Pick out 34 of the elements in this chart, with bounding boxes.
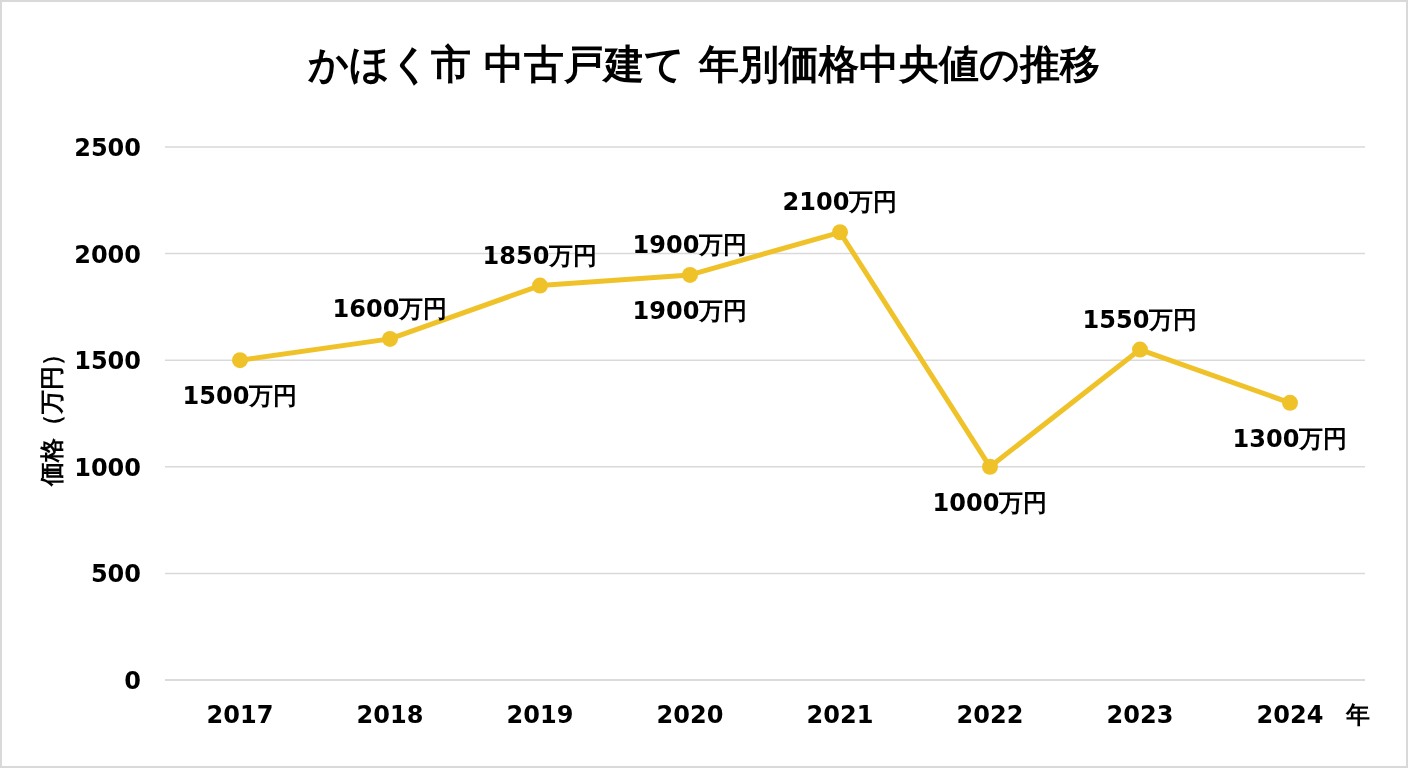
x-tick-label: 2017 <box>206 701 274 729</box>
x-axis-title: 年 <box>1345 701 1370 729</box>
point <box>532 277 548 294</box>
data-label: 1500万円 <box>182 382 298 411</box>
x-tick-label: 2024 <box>1256 701 1324 729</box>
x-tick-label: 2020 <box>656 701 724 729</box>
y-tick-label: 2500 <box>74 134 141 162</box>
point <box>232 352 248 369</box>
point <box>1282 394 1298 411</box>
x-tick-label: 2023 <box>1106 701 1174 729</box>
data-label: 2100万円 <box>782 188 898 217</box>
x-tick-label: 2019 <box>506 701 574 729</box>
annotation: 1900万円 <box>632 296 748 325</box>
chart-title: かほく市 中古戸建て 年別価格中央値の推移 <box>306 41 1101 87</box>
point <box>382 330 398 347</box>
x-tick-label: 2021 <box>806 701 874 729</box>
y-tick-label: 1500 <box>74 347 141 376</box>
x-tick-label: 2022 <box>956 701 1024 729</box>
data-label: 1900万円 <box>632 230 748 259</box>
data-label: 1600万円 <box>332 294 448 323</box>
data-label: 1000万円 <box>932 488 1048 517</box>
point <box>982 458 998 475</box>
point <box>682 266 698 283</box>
data-label: 1300万円 <box>1232 424 1348 453</box>
point <box>832 224 848 241</box>
y-tick-label: 1000 <box>74 453 141 482</box>
y-tick-label: 2000 <box>74 240 141 269</box>
data-label: 1550万円 <box>1082 305 1198 334</box>
y-tick-label: 0 <box>124 667 141 695</box>
point <box>1132 341 1148 358</box>
y-axis-title: 価格（万円） <box>38 341 66 487</box>
x-tick-label: 2018 <box>356 701 424 729</box>
y-tick-label: 500 <box>90 560 141 589</box>
data-label: 1850万円 <box>482 241 598 270</box>
